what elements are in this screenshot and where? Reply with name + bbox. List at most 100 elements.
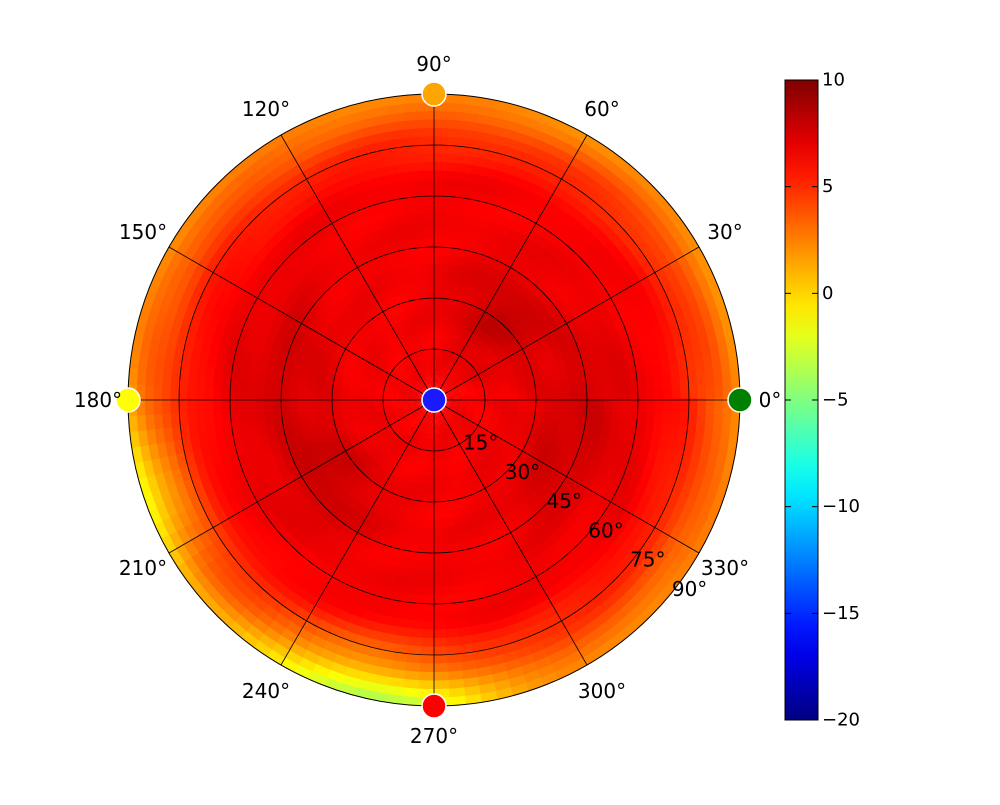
heatmap-cell [347, 325, 359, 337]
heatmap-cell [421, 467, 428, 477]
heatmap-cell [444, 449, 450, 459]
heatmap-cell [359, 313, 370, 325]
heatmap-cell [390, 446, 400, 456]
heatmap-cell [430, 339, 434, 350]
heatmap-cell [472, 378, 483, 385]
heatmap-cell [432, 152, 447, 163]
heatmap-cell [467, 405, 477, 409]
heatmap-cell [488, 450, 499, 461]
heatmap-cell [504, 348, 516, 358]
heatmap-cell [401, 358, 410, 368]
heatmap-cell [478, 459, 489, 470]
heatmap-cell [450, 402, 460, 406]
heatmap-cell [411, 408, 420, 415]
heatmap-cell [432, 135, 448, 146]
heatmap-cell [434, 612, 448, 622]
heatmap-cell [478, 437, 488, 446]
heatmap-cell [510, 399, 520, 405]
heatmap-cell [447, 409, 456, 417]
heatmap-cell [288, 400, 299, 409]
heatmap-cell [485, 426, 496, 435]
heatmap-cell [364, 479, 375, 491]
heatmap-cell [455, 425, 464, 434]
heatmap-cell [436, 331, 442, 341]
heatmap-cell [412, 419, 420, 429]
heatmap-cell [418, 263, 428, 274]
heatmap-cell [526, 354, 538, 364]
heatmap-cell [395, 363, 404, 372]
heatmap-cell [495, 368, 506, 376]
heatmap-cell [463, 415, 473, 422]
heatmap-cell [449, 473, 457, 484]
heatmap-cell [436, 416, 440, 426]
heatmap-cell [603, 407, 613, 419]
heatmap-cell [439, 375, 444, 385]
heatmap-cell [402, 318, 411, 329]
heatmap-cell [424, 314, 430, 324]
heatmap-cell [406, 454, 414, 465]
heatmap-cell [476, 450, 486, 460]
heatmap-cell [449, 405, 459, 410]
heatmap-cell [472, 463, 482, 475]
heatmap-cell [289, 407, 299, 417]
heatmap-cell [375, 381, 386, 388]
heatmap-cell [433, 280, 441, 290]
heatmap-cell [468, 259, 479, 271]
heatmap-cell [406, 376, 416, 385]
heatmap-cell [393, 353, 402, 363]
heatmap-cell [408, 334, 416, 345]
heatmap-cell [517, 412, 528, 420]
heatmap-cell [420, 654, 436, 665]
heatmap-cell [438, 297, 445, 308]
heatmap-cell [454, 344, 462, 355]
heatmap-cell [203, 387, 214, 402]
heatmap-cell [470, 419, 481, 426]
heatmap-cell [467, 424, 476, 433]
heatmap-cell [459, 421, 468, 429]
heatmap-cell [535, 399, 546, 406]
heatmap-cell [443, 458, 449, 468]
heatmap-cell [426, 424, 431, 435]
heatmap-cell [427, 518, 435, 529]
heatmap-cell [514, 441, 526, 452]
heatmap-cell [374, 362, 385, 371]
heatmap-cell [417, 127, 434, 137]
heatmap-cell [397, 430, 406, 439]
heatmap-cell [408, 401, 418, 405]
heatmap-cell [477, 353, 488, 363]
heatmap-cell [432, 169, 447, 180]
heatmap-cell [534, 381, 545, 390]
heatmap-cell [408, 394, 418, 398]
heatmap-cell [408, 404, 418, 409]
heatmap-cell [424, 357, 429, 367]
heatmap-cell [362, 441, 373, 451]
heatmap-cell [466, 437, 475, 447]
heatmap-cell [483, 384, 493, 390]
heatmap-cell [332, 441, 344, 452]
heatmap-cell [393, 294, 403, 306]
heatmap-cell [535, 393, 546, 400]
heatmap-cell [505, 320, 517, 332]
heatmap-cell [442, 204, 455, 215]
heatmap-cell [453, 264, 463, 276]
heatmap-cell [417, 350, 424, 360]
heatmap-cell [509, 434, 521, 443]
heatmap-cell [368, 306, 379, 318]
heatmap-cell [391, 304, 401, 315]
heatmap-cell [442, 349, 448, 359]
heatmap-cell [472, 414, 483, 421]
heatmap-cell [449, 429, 456, 439]
heatmap-cell [434, 510, 442, 520]
heatmap-cell [465, 467, 474, 479]
heatmap-cell [365, 361, 376, 370]
heatmap-cell [418, 368, 424, 378]
heatmap-cell [438, 441, 443, 452]
heatmap-cell [444, 170, 459, 181]
heatmap-cell [399, 338, 407, 349]
heatmap-cell [407, 397, 418, 400]
heatmap-cell [416, 422, 423, 431]
heatmap-cell [440, 238, 451, 248]
heatmap-cell [473, 361, 483, 371]
heatmap-cell [586, 406, 596, 417]
heatmap-cell [519, 338, 531, 349]
